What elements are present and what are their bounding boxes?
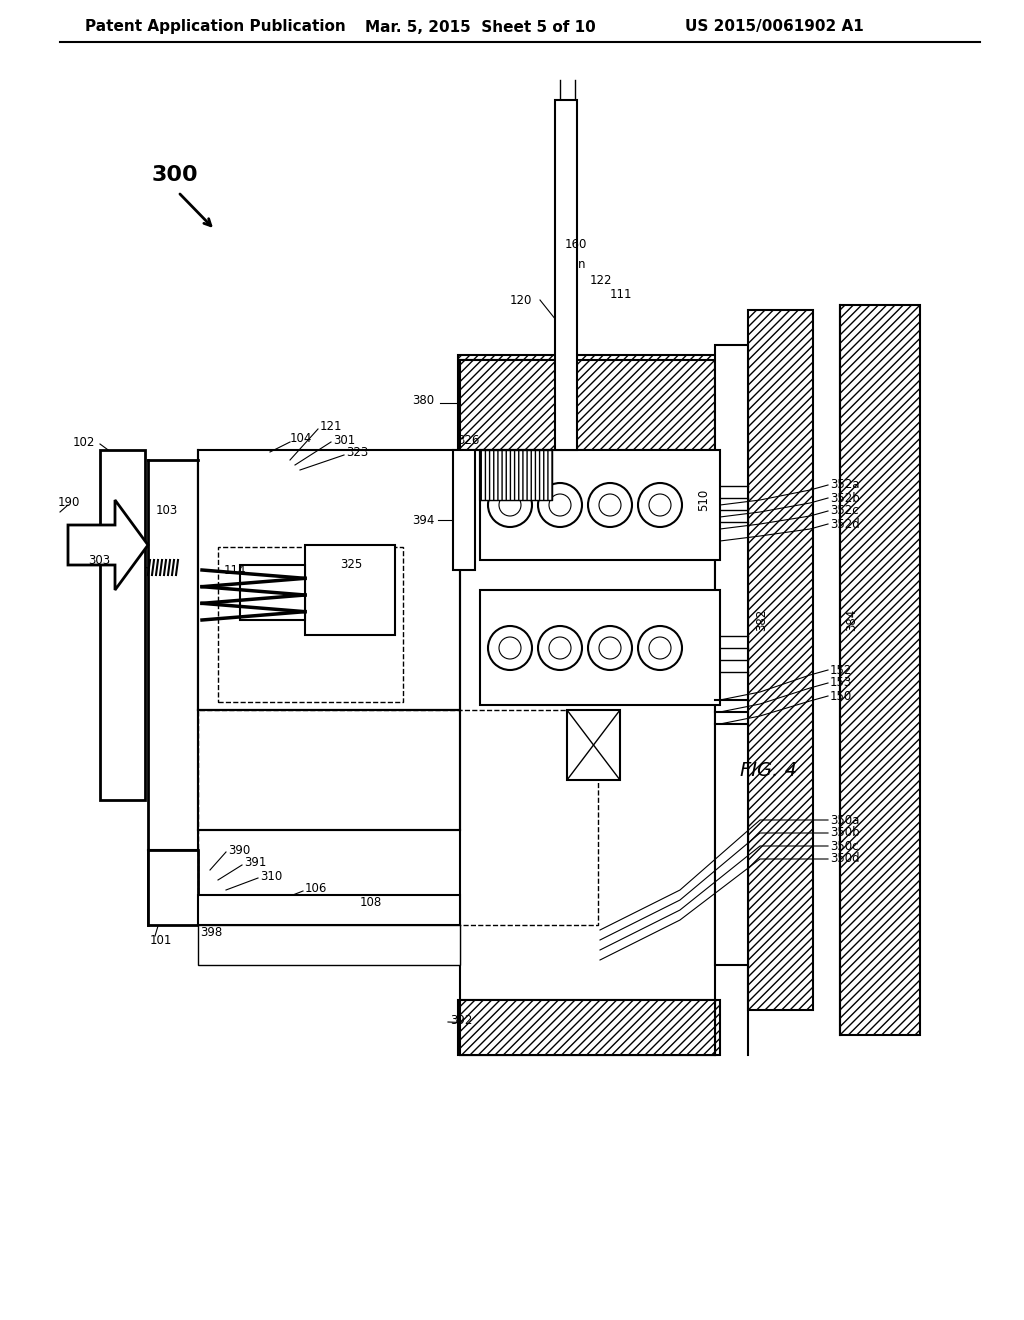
Bar: [218, 546, 403, 702]
Polygon shape: [68, 500, 148, 590]
Text: 153: 153: [830, 676, 852, 689]
Text: 323: 323: [346, 446, 369, 459]
Text: 398: 398: [200, 925, 222, 939]
Text: 382: 382: [755, 609, 768, 631]
Text: 102: 102: [73, 436, 95, 449]
Text: 510: 510: [697, 488, 710, 511]
Text: 380: 380: [412, 393, 434, 407]
Bar: [458, 1001, 720, 1055]
Text: Mar. 5, 2015  Sheet 5 of 10: Mar. 5, 2015 Sheet 5 of 10: [365, 20, 596, 34]
Text: 114: 114: [224, 564, 247, 577]
Text: 310: 310: [260, 870, 283, 883]
Text: 101: 101: [150, 933, 172, 946]
Bar: [748, 310, 813, 1010]
Text: 350d: 350d: [830, 853, 859, 866]
Bar: [305, 545, 395, 635]
Text: 190: 190: [58, 495, 80, 508]
Text: 301: 301: [333, 433, 355, 446]
Text: 352a: 352a: [830, 479, 859, 491]
Bar: [480, 450, 720, 560]
Bar: [480, 590, 720, 705]
Text: 352b: 352b: [830, 491, 860, 504]
Bar: [460, 360, 715, 450]
Text: 150: 150: [830, 689, 852, 702]
Text: FIG. 4: FIG. 4: [740, 760, 797, 780]
Bar: [100, 450, 145, 800]
Bar: [480, 450, 552, 500]
Bar: [567, 710, 620, 780]
Text: 104: 104: [290, 432, 312, 445]
Bar: [240, 565, 305, 620]
Text: 391: 391: [244, 857, 266, 870]
Text: 103: 103: [156, 503, 178, 516]
Bar: [148, 850, 198, 925]
Bar: [453, 450, 475, 570]
Text: 111: 111: [610, 289, 633, 301]
Text: 106: 106: [305, 883, 328, 895]
Text: 384: 384: [845, 609, 858, 631]
Text: 325: 325: [340, 558, 362, 572]
Text: 160: 160: [565, 239, 588, 252]
Text: n: n: [578, 259, 586, 272]
Text: 352d: 352d: [830, 517, 860, 531]
Text: 326: 326: [458, 433, 480, 446]
Text: 390: 390: [228, 843, 250, 857]
Text: 300: 300: [152, 165, 199, 185]
Text: 303: 303: [88, 553, 110, 566]
Bar: [198, 710, 460, 830]
Bar: [715, 345, 748, 965]
Text: 350a: 350a: [830, 813, 859, 826]
Text: US 2015/0061902 A1: US 2015/0061902 A1: [685, 20, 864, 34]
Bar: [458, 355, 720, 450]
Bar: [198, 895, 460, 925]
Bar: [198, 925, 460, 965]
Text: 350b: 350b: [830, 826, 859, 840]
Text: 394: 394: [413, 513, 435, 527]
Text: 108: 108: [360, 895, 382, 908]
Text: 121: 121: [319, 421, 342, 433]
Text: 122: 122: [590, 273, 612, 286]
Text: 392: 392: [450, 1014, 472, 1027]
Bar: [480, 450, 552, 500]
Bar: [840, 305, 920, 1035]
Bar: [198, 710, 598, 925]
Bar: [198, 450, 460, 710]
Text: 350c: 350c: [830, 840, 858, 853]
Text: Patent Application Publication: Patent Application Publication: [85, 20, 346, 34]
Bar: [555, 100, 577, 450]
Text: 352c: 352c: [830, 504, 859, 517]
Text: 152: 152: [830, 664, 852, 676]
Text: 120: 120: [510, 293, 532, 306]
Bar: [460, 1001, 715, 1055]
